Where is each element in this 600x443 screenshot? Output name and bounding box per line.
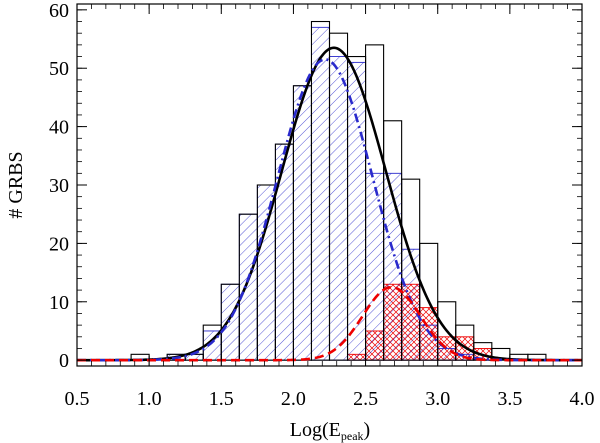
y-axis-label: # GRBS [5,151,27,218]
x-tick-label: 0.5 [65,388,90,410]
blue-histogram-bar [256,184,276,361]
x-tick-label: 2.5 [353,388,378,410]
total-histogram-outline [130,20,547,361]
plot-area [77,20,582,362]
x-tick-label: 3.5 [497,388,522,410]
y-tick-label: 50 [49,58,69,80]
blue-histogram-bar [437,348,457,361]
y-tick-label: 30 [49,175,69,197]
blue-histogram-bar [238,213,258,361]
blue-histogram-bar [292,85,312,361]
x-tick-label: 4.0 [570,388,595,410]
y-tick-label: 20 [49,233,69,255]
x-tick-label: 3.0 [425,388,450,410]
blue-histogram-bar [401,248,421,361]
y-tick-label: 10 [49,292,69,314]
blue-histogram-bar [274,143,294,361]
blue-histogram-bar [347,61,367,361]
y-tick-label: 0 [59,350,69,372]
blue-histogram-bar [365,172,385,361]
x-axis-label-main: Log(E [290,419,341,441]
blue-histogram-bar [220,283,240,361]
x-axis-label-subscript: peak [341,429,364,443]
x-axis-label: Log(Epeak) [290,419,370,443]
y-tick-label: 40 [49,117,69,139]
y-tick-label: 60 [49,0,69,22]
red-fit-curve [77,285,582,362]
x-axis-label-close: ) [364,419,371,441]
x-tick-label: 1.0 [137,388,162,410]
x-tick-label: 1.5 [209,388,234,410]
x-tick-label: 2.0 [281,388,306,410]
blue-histogram-bar [311,26,330,361]
y-axis-ticks: 0 10 20 30 40 50 60 [49,0,582,372]
blue-histogram-bar [329,56,348,361]
x-axis-ticks: 0.5 1.0 1.5 2.0 2.5 3.0 3.5 4.0 [65,4,595,410]
fit-curves [77,46,582,362]
